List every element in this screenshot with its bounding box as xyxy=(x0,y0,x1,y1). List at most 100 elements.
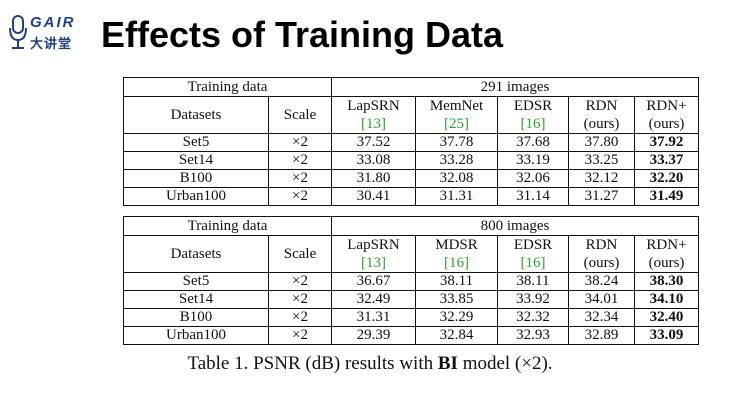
dataset-name: Urban100 xyxy=(123,187,269,206)
psnr-cell: 32.84 xyxy=(415,326,498,345)
psnr-cell: 38.11 xyxy=(415,272,498,291)
col-header-method: RDN+ (ours) xyxy=(634,235,699,273)
psnr-cell: 38.11 xyxy=(497,272,569,291)
method-reference: (ours) xyxy=(648,255,685,271)
psnr-value: 37.52 xyxy=(356,134,391,150)
psnr-cell: 34.10 xyxy=(634,290,699,309)
psnr-value: 37.92 xyxy=(649,134,684,150)
table-row: Set14 ×2 32.49 33.85 33.92 34.01 34.10 xyxy=(123,290,699,309)
psnr-cell: 38.24 xyxy=(568,272,635,291)
psnr-cell: 31.14 xyxy=(497,187,569,206)
col-header-method: RDN (ours) xyxy=(568,235,635,273)
method-reference: [16] xyxy=(520,255,546,271)
psnr-value: 38.11 xyxy=(439,273,474,289)
psnr-cell: 32.08 xyxy=(415,169,498,188)
col-header-datasets: Datasets xyxy=(123,235,269,273)
psnr-value: 32.08 xyxy=(439,170,474,186)
scale-value: ×2 xyxy=(268,326,332,345)
dataset-name: B100 xyxy=(123,169,269,188)
psnr-cell: 29.39 xyxy=(331,326,416,345)
training-data-label: Training data xyxy=(123,77,332,97)
scale-value: ×2 xyxy=(268,151,332,170)
psnr-cell: 32.32 xyxy=(497,308,569,327)
table-row: Set5 ×2 37.52 37.78 37.68 37.80 37.92 xyxy=(123,133,699,152)
method-name: RDN+ xyxy=(646,98,687,114)
scale-value: ×2 xyxy=(268,290,332,309)
col-header-method: EDSR [16] xyxy=(497,235,569,273)
method-name: MemNet xyxy=(429,98,484,114)
method-reference: (ours) xyxy=(583,255,620,271)
psnr-value: 33.08 xyxy=(356,152,391,168)
psnr-cell: 31.31 xyxy=(331,308,416,327)
logo-subtitle: 大讲堂 xyxy=(30,37,73,52)
psnr-cell: 37.78 xyxy=(415,133,498,152)
psnr-cell: 32.34 xyxy=(568,308,635,327)
dataset-name: Set14 xyxy=(123,151,269,170)
psnr-value: 37.78 xyxy=(439,134,474,150)
scale-value: ×2 xyxy=(268,308,332,327)
header-row-methods: Datasets Scale LapSRN [13] MDSR [16] EDSR [16] R… xyxy=(123,235,699,273)
psnr-value: 33.85 xyxy=(439,291,474,307)
psnr-cell: 31.31 xyxy=(415,187,498,206)
method-reference: (ours) xyxy=(583,116,620,132)
psnr-cell: 33.08 xyxy=(331,151,416,170)
method-reference: [13] xyxy=(361,116,386,132)
psnr-value: 31.14 xyxy=(516,188,550,204)
caption-bold: BI xyxy=(437,353,458,374)
col-header-scale: Scale xyxy=(268,235,332,273)
psnr-value: 32.29 xyxy=(439,309,474,325)
psnr-value: 31.31 xyxy=(356,309,391,325)
scale-value: ×2 xyxy=(268,272,332,291)
psnr-cell: 33.09 xyxy=(634,326,699,345)
dataset-name: B100 xyxy=(123,308,269,327)
psnr-cell: 33.28 xyxy=(415,151,498,170)
method-name: EDSR xyxy=(513,237,553,253)
psnr-cell: 33.85 xyxy=(415,290,498,309)
method-name: RDN xyxy=(585,237,618,253)
psnr-value: 34.10 xyxy=(649,291,684,307)
psnr-value: 32.40 xyxy=(649,309,684,325)
method-name: LapSRN xyxy=(347,98,400,114)
logo-brand: GAIR xyxy=(30,14,76,31)
col-header-method: LapSRN [13] xyxy=(331,235,416,273)
psnr-value: 38.11 xyxy=(516,273,550,289)
scale-value: ×2 xyxy=(268,133,332,152)
psnr-value: 32.93 xyxy=(516,327,550,343)
psnr-value: 30.41 xyxy=(356,188,391,204)
psnr-cell: 31.49 xyxy=(634,187,699,206)
psnr-cell: 33.92 xyxy=(497,290,569,309)
method-name: MDSR xyxy=(435,237,478,253)
psnr-cell: 32.93 xyxy=(497,326,569,345)
method-reference: [25] xyxy=(444,116,469,132)
dataset-name: Urban100 xyxy=(123,326,269,345)
col-header-datasets: Datasets xyxy=(123,96,269,134)
psnr-value: 34.01 xyxy=(584,291,619,307)
psnr-cell: 32.12 xyxy=(568,169,635,188)
col-header-method: MDSR [16] xyxy=(415,235,498,273)
psnr-cell: 37.80 xyxy=(568,133,635,152)
psnr-cell: 31.27 xyxy=(568,187,635,206)
psnr-value: 32.89 xyxy=(584,327,619,343)
psnr-cell: 34.01 xyxy=(568,290,635,309)
method-name: RDN xyxy=(585,98,618,114)
psnr-value: 33.28 xyxy=(439,152,474,168)
psnr-cell: 33.25 xyxy=(568,151,635,170)
method-name: LapSRN xyxy=(347,237,400,253)
scale-value: ×2 xyxy=(268,169,332,188)
psnr-value: 38.24 xyxy=(584,273,619,289)
psnr-cell: 33.37 xyxy=(634,151,699,170)
table-row: B100 ×2 31.31 32.29 32.32 32.34 32.40 xyxy=(123,308,699,327)
psnr-value: 38.30 xyxy=(649,273,684,289)
method-reference: [16] xyxy=(520,116,546,132)
psnr-cell: 33.19 xyxy=(497,151,569,170)
col-header-scale: Scale xyxy=(268,96,332,134)
psnr-value: 32.20 xyxy=(649,170,684,186)
psnr-value: 36.67 xyxy=(356,273,391,289)
dataset-name: Set5 xyxy=(123,272,269,291)
header-row-methods: Datasets Scale LapSRN [13] MemNet [25] EDSR [16… xyxy=(123,96,699,134)
header-row-training: Training data 800 images xyxy=(123,216,699,236)
psnr-value: 32.12 xyxy=(584,170,619,186)
col-header-method: RDN (ours) xyxy=(568,96,635,134)
training-data-value: 291 images xyxy=(331,77,699,97)
psnr-cell: 37.52 xyxy=(331,133,416,152)
